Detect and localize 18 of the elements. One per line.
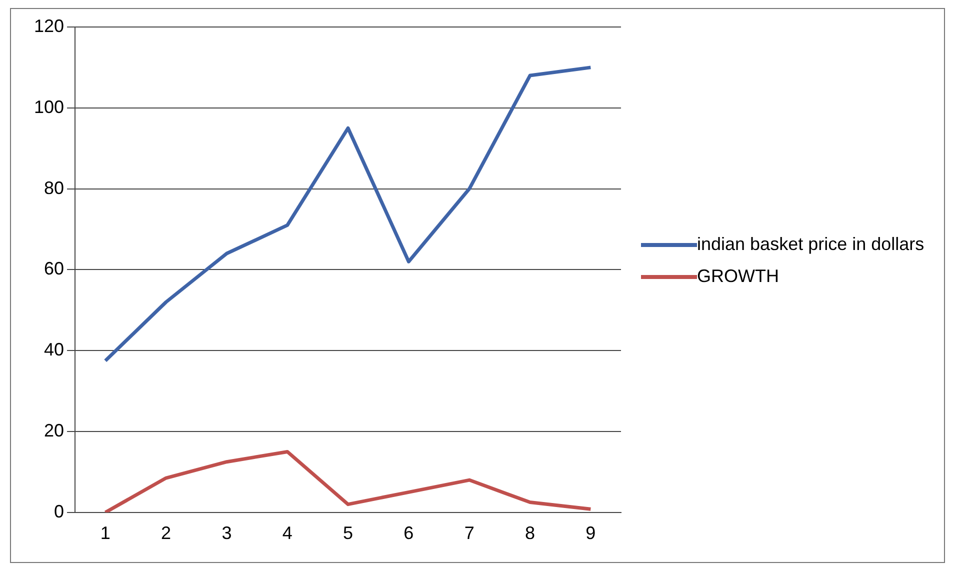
x-tick-label: 6 xyxy=(404,523,414,544)
x-tick-label: 2 xyxy=(161,523,172,544)
y-tick-label: 40 xyxy=(44,340,64,360)
x-tick-label: 8 xyxy=(525,523,536,544)
y-tick-label: 60 xyxy=(44,258,64,279)
x-tick-label: 9 xyxy=(586,523,596,544)
y-tick-label: 80 xyxy=(44,178,64,198)
y-tick-label: 0 xyxy=(54,501,64,522)
legend-label: GROWTH xyxy=(697,265,779,288)
x-tick-label: 4 xyxy=(282,523,292,544)
x-tick-label: 7 xyxy=(464,523,474,544)
x-tick-label: 5 xyxy=(343,523,354,544)
legend-label: indian basket price in dollars xyxy=(697,233,924,256)
y-tick-label: 120 xyxy=(34,16,64,36)
y-tick-label: 100 xyxy=(34,96,64,117)
x-tick-label: 1 xyxy=(100,523,110,544)
y-tick-label: 20 xyxy=(44,420,64,440)
x-tick-label: 3 xyxy=(222,523,232,544)
